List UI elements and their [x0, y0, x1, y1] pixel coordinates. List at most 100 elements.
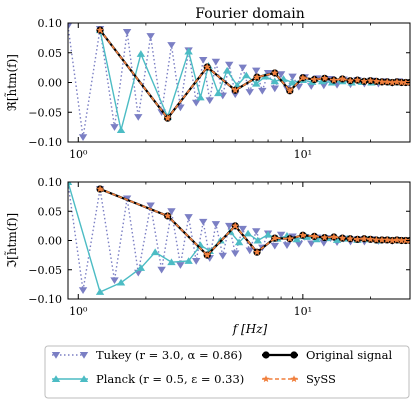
data-point [191, 99, 201, 107]
data-point [146, 33, 155, 40]
data-point [238, 64, 247, 72]
y-tick-label: 0.00 [38, 77, 63, 90]
y-tick-label: −0.05 [28, 106, 62, 119]
data-point [372, 77, 380, 85]
data-point [253, 73, 261, 81]
data-point [136, 50, 146, 57]
data-point [164, 212, 172, 219]
data-point [253, 236, 262, 244]
data-point [157, 109, 166, 117]
data-point [116, 278, 126, 286]
legend-entry: Tukey (r = 3.0, α = 0.86) [51, 348, 242, 362]
data-point [136, 264, 146, 271]
data-point [252, 79, 261, 87]
data-point [110, 124, 119, 131]
data-point [167, 208, 176, 216]
data-point [167, 258, 176, 266]
x-tick-label: 10¹ [294, 305, 312, 318]
data-point [271, 234, 279, 242]
data-point [191, 258, 201, 265]
data-point [388, 236, 396, 244]
data-point [238, 225, 247, 233]
data-point [360, 77, 368, 85]
data-point [225, 222, 234, 230]
y-tick-label: 0.00 [38, 235, 63, 248]
legend-box [44, 345, 410, 399]
data-point [258, 87, 267, 95]
legend: Tukey (r = 3.0, α = 0.86) Planck (r = 0.5… [44, 345, 410, 399]
y-tick-label: −0.05 [28, 264, 62, 277]
data-point [310, 232, 318, 240]
legend-marker [79, 375, 89, 382]
data-point [146, 202, 155, 210]
data-point [176, 104, 185, 112]
data-point [353, 235, 362, 243]
data-point [338, 75, 347, 82]
y-tick-label: −0.10 [28, 136, 62, 149]
series-circle [96, 26, 410, 122]
y-tick-label: −0.10 [28, 293, 62, 306]
data-point [110, 277, 119, 285]
data-point [282, 242, 292, 249]
data-point [383, 236, 391, 243]
y-tick-label: 0.05 [38, 205, 63, 218]
data-point [383, 78, 391, 85]
data-point [263, 70, 273, 77]
data-point [402, 236, 410, 244]
data-point [378, 78, 386, 85]
y-tick-label: 0.05 [38, 47, 63, 60]
data-point [346, 76, 354, 84]
legend-marker [51, 352, 61, 359]
legend-entry: Original signal [262, 348, 392, 362]
data-point [157, 266, 166, 274]
data-point [245, 89, 254, 96]
data-point [134, 114, 143, 121]
legend-marker [290, 375, 298, 383]
data-point [332, 236, 342, 243]
x-tick-label: 10⁰ [69, 148, 88, 161]
data-point [231, 86, 239, 94]
data-point [203, 63, 211, 71]
data-point [203, 251, 211, 259]
data-point [276, 71, 286, 78]
data-point [245, 247, 254, 255]
series-line [99, 188, 410, 257]
legend-entry: SySS [262, 372, 336, 386]
legend-marker [79, 352, 89, 359]
data-point [330, 76, 338, 84]
data-point [299, 231, 307, 239]
series-star [96, 185, 410, 259]
y-tick-label: 0.10 [38, 17, 63, 30]
legend-label: Tukey (r = 3.0, α = 0.86) [96, 348, 242, 362]
data-point [353, 76, 362, 84]
data-point [96, 26, 104, 34]
real-part-panel: −0.10 −0.05 0.00 0.05 0.10 10⁰ 10¹ ℜ[h̃tm(f)] [3, 17, 411, 161]
legend-marker [262, 375, 270, 383]
data-point [270, 85, 279, 93]
data-point [346, 234, 354, 242]
y-tick-label: 0.10 [38, 176, 63, 189]
data-point [286, 234, 294, 242]
data-point [270, 242, 279, 250]
data-point [218, 252, 227, 260]
y-axis-label: ℑ[h̃tm(f)] [3, 213, 19, 268]
legend-label: Planck (r = 0.5, ε = 0.33) [96, 372, 244, 386]
data-point [184, 257, 193, 264]
data-point [116, 126, 126, 134]
data-point [150, 248, 160, 256]
data-point [393, 78, 401, 85]
data-point [286, 87, 294, 94]
data-point [78, 134, 88, 142]
data-point [288, 78, 297, 86]
data-point [276, 231, 286, 239]
x-axis-label: f [Hz] [232, 322, 268, 336]
data-point [231, 222, 239, 229]
data-point [199, 56, 208, 64]
data-point [68, 182, 73, 185]
data-point [211, 221, 221, 228]
data-point [242, 71, 251, 79]
data-point [122, 28, 132, 36]
series-star [96, 26, 410, 122]
data-point [338, 234, 347, 242]
legend-label: Original signal [306, 348, 392, 362]
